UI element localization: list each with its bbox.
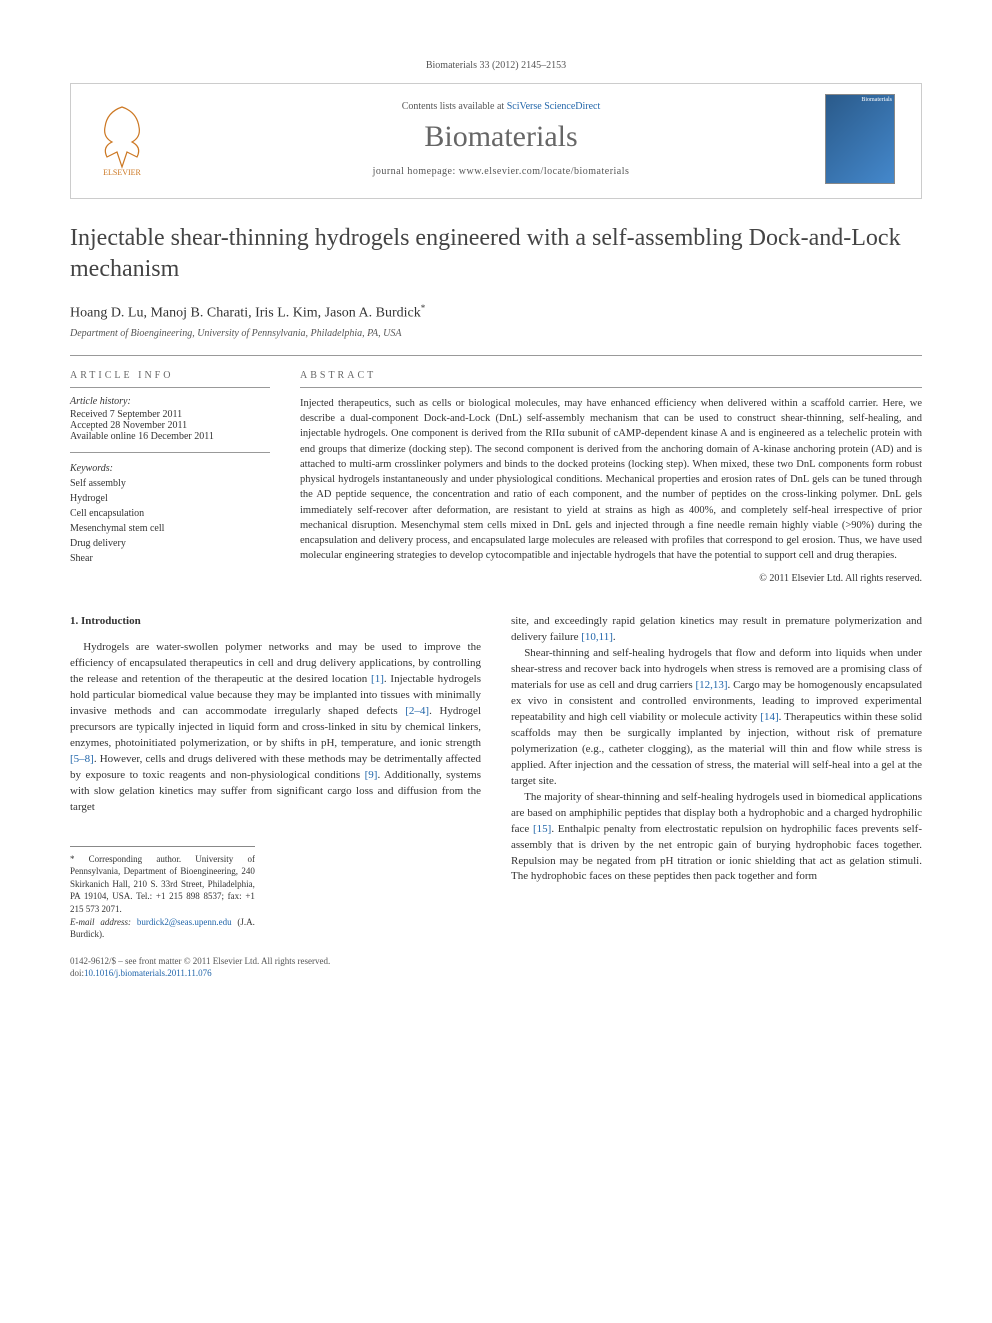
footnotes: * Corresponding author. University of Pe… xyxy=(70,846,255,941)
keyword: Self assembly xyxy=(70,476,270,491)
header-citation: Biomaterials 33 (2012) 2145–2153 xyxy=(70,60,922,71)
ref-link-15[interactable]: [15] xyxy=(533,823,551,835)
ref-link-10-11[interactable]: [10,11] xyxy=(581,631,613,643)
journal-name: Biomaterials xyxy=(177,120,825,154)
publisher-name: ELSEVIER xyxy=(103,168,141,177)
article-title: Injectable shear-thinning hydrogels engi… xyxy=(70,223,922,285)
keyword: Mesenchymal stem cell xyxy=(70,521,270,536)
keyword: Cell encapsulation xyxy=(70,506,270,521)
article-info-heading: ARTICLE INFO xyxy=(70,370,270,388)
article-info-block: ARTICLE INFO Article history: Received 7… xyxy=(70,370,270,584)
abstract-block: ABSTRACT Injected therapeutics, such as … xyxy=(300,370,922,584)
contents-line: Contents lists available at SciVerse Sci… xyxy=(177,101,825,112)
intro-para-2: Shear-thinning and self-healing hydrogel… xyxy=(511,646,922,789)
right-column: site, and exceedingly rapid gelation kin… xyxy=(511,614,922,980)
body-columns: 1. Introduction Hydrogels are water-swol… xyxy=(70,614,922,980)
section-1-heading: 1. Introduction xyxy=(70,614,481,630)
email-line: E-mail address: burdick2@seas.upenn.edu … xyxy=(70,916,255,941)
intro-para-1: Hydrogels are water-swollen polymer netw… xyxy=(70,640,481,815)
received-date: Received 7 September 2011 xyxy=(70,409,270,420)
ref-link-5-8[interactable]: [5–8] xyxy=(70,753,94,765)
keyword: Drug delivery xyxy=(70,536,270,551)
masthead: ELSEVIER Contents lists available at Sci… xyxy=(70,83,922,199)
history-label: Article history: xyxy=(70,396,270,407)
doi-link[interactable]: 10.1016/j.biomaterials.2011.11.076 xyxy=(84,968,212,978)
journal-cover-thumb: Biomaterials xyxy=(825,94,905,184)
accepted-date: Accepted 28 November 2011 xyxy=(70,420,270,431)
author-email-link[interactable]: burdick2@seas.upenn.edu xyxy=(137,917,232,927)
abstract-text: Injected therapeutics, such as cells or … xyxy=(300,396,922,563)
issn-line: 0142-9612/$ – see front matter © 2011 El… xyxy=(70,955,481,968)
intro-para-1-cont: site, and exceedingly rapid gelation kin… xyxy=(511,614,922,646)
online-date: Available online 16 December 2011 xyxy=(70,431,270,442)
ref-link-12-13[interactable]: [12,13] xyxy=(695,679,727,691)
bottom-meta: 0142-9612/$ – see front matter © 2011 El… xyxy=(70,955,481,980)
corresponding-mark: * xyxy=(421,303,426,313)
homepage-url[interactable]: www.elsevier.com/locate/biomaterials xyxy=(459,166,630,177)
elsevier-tree-icon: ELSEVIER xyxy=(87,97,157,177)
abstract-copyright: © 2011 Elsevier Ltd. All rights reserved… xyxy=(300,573,922,584)
ref-link-9[interactable]: [9] xyxy=(365,769,378,781)
affiliation: Department of Bioengineering, University… xyxy=(70,328,922,339)
intro-para-3: The majority of shear-thinning and self-… xyxy=(511,790,922,886)
keyword: Hydrogel xyxy=(70,491,270,506)
left-column: 1. Introduction Hydrogels are water-swol… xyxy=(70,614,481,980)
publisher-logo-block: ELSEVIER xyxy=(87,97,177,181)
keyword: Shear xyxy=(70,551,270,566)
ref-link-1[interactable]: [1] xyxy=(371,673,384,685)
author-list: Hoang D. Lu, Manoj B. Charati, Iris L. K… xyxy=(70,303,922,322)
abstract-heading: ABSTRACT xyxy=(300,370,922,388)
ref-link-14[interactable]: [14] xyxy=(760,711,778,723)
ref-link-2-4[interactable]: [2–4] xyxy=(405,705,429,717)
journal-homepage: journal homepage: www.elsevier.com/locat… xyxy=(177,166,825,177)
keywords-label: Keywords: xyxy=(70,463,270,474)
sciencedirect-link[interactable]: SciVerse ScienceDirect xyxy=(507,101,601,112)
corresponding-author-note: * Corresponding author. University of Pe… xyxy=(70,853,255,916)
